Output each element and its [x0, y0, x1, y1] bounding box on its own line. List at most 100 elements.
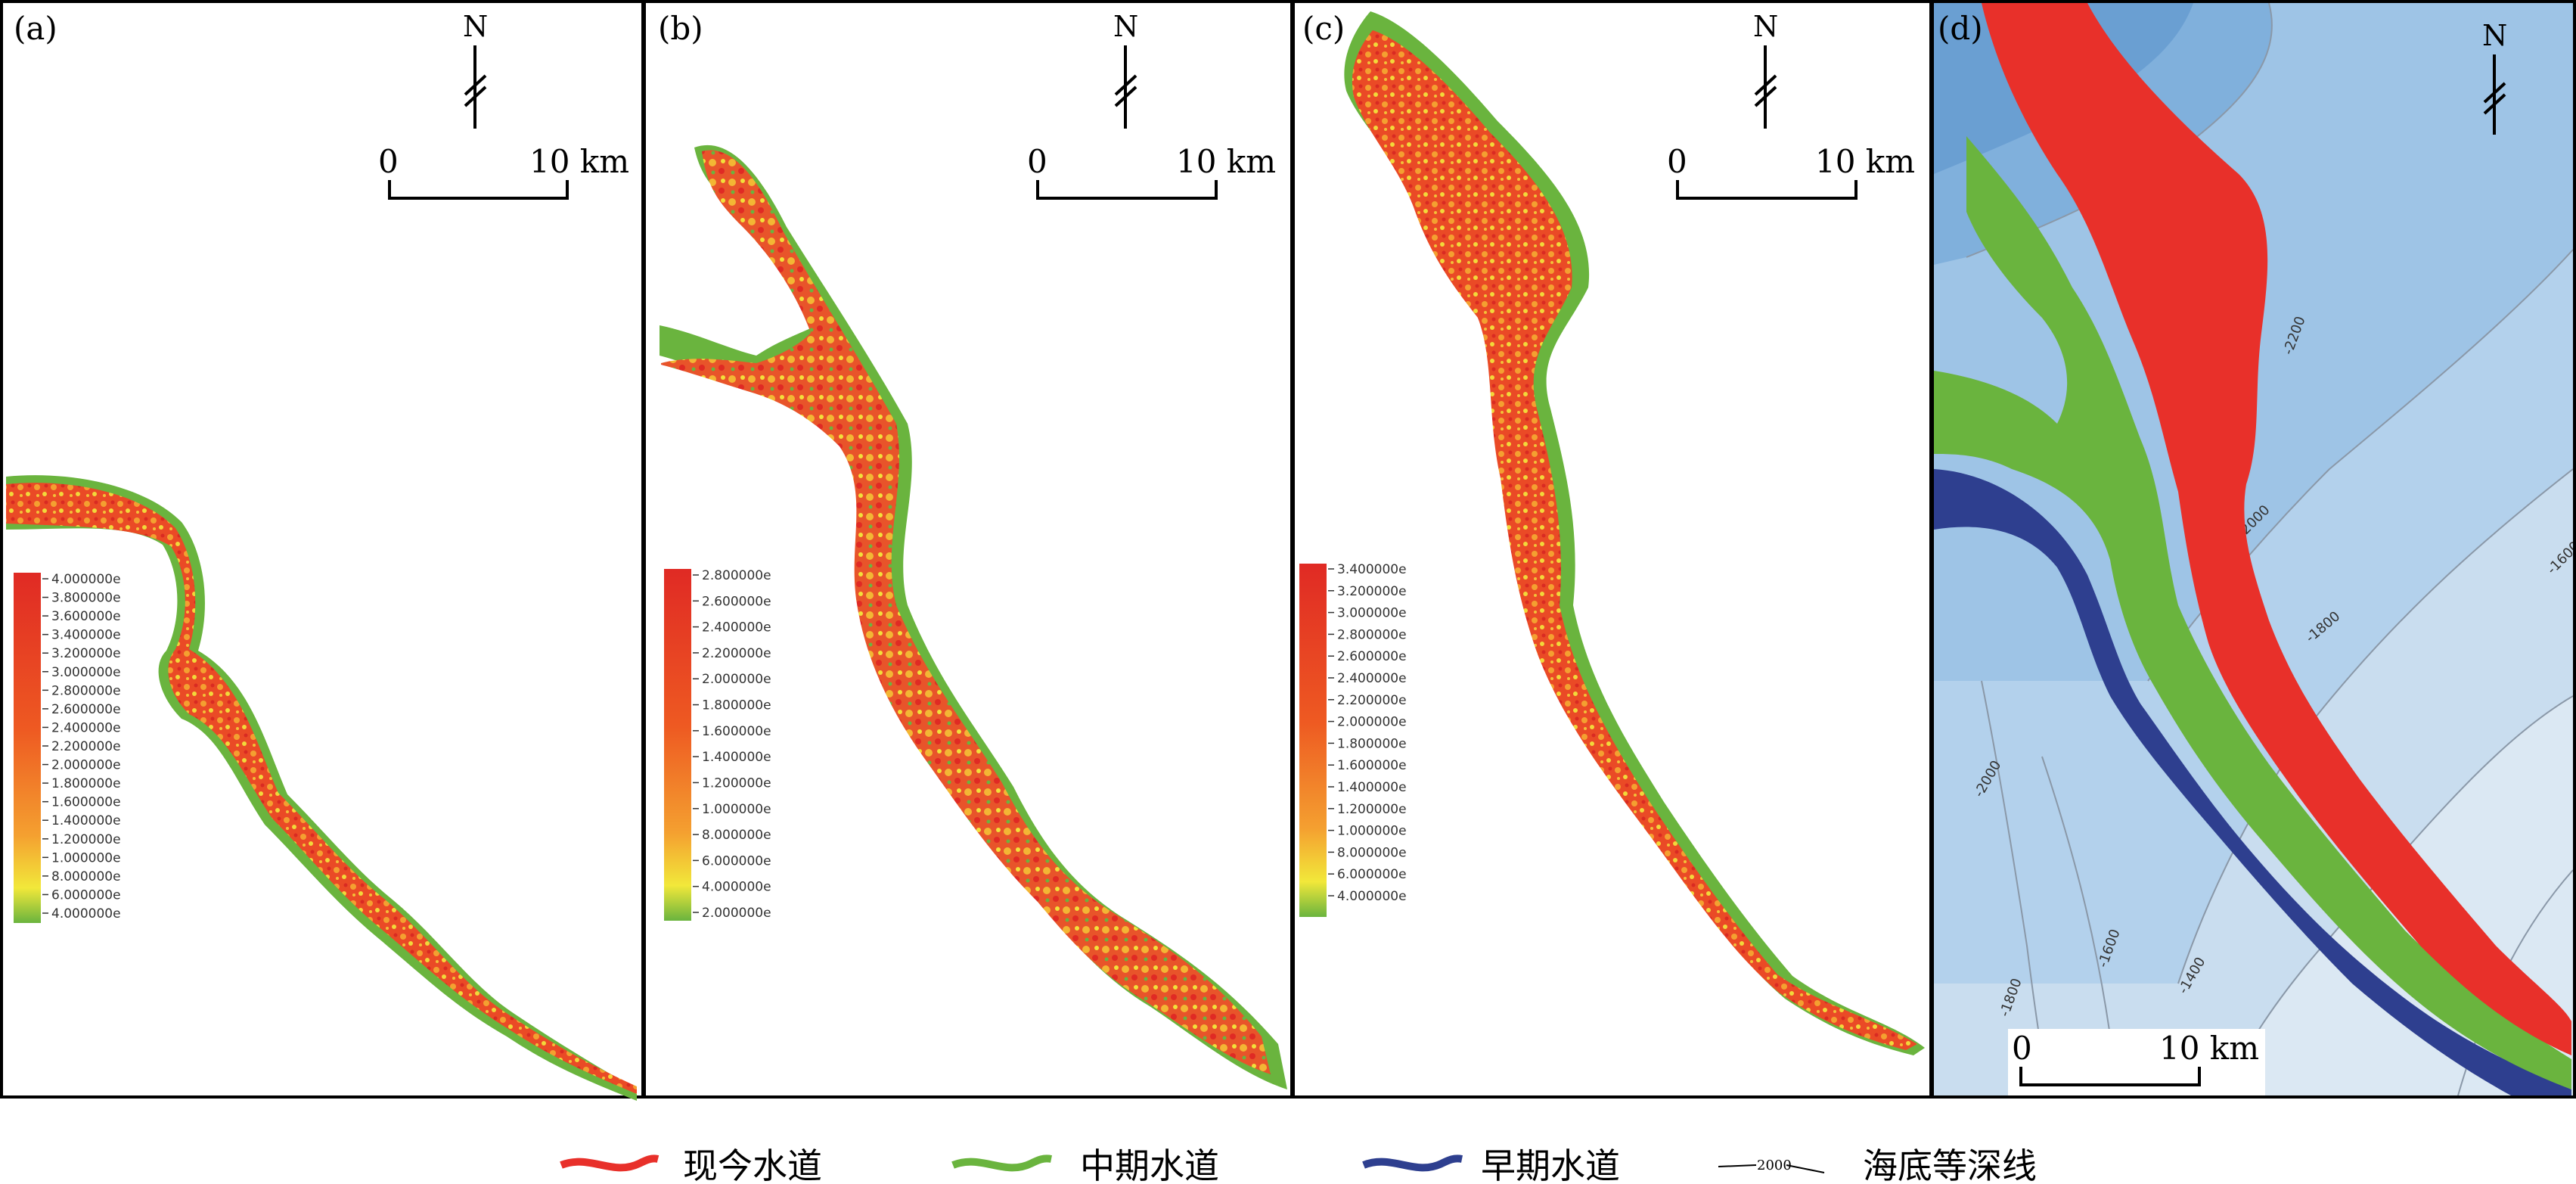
legend-early-swatch [1362, 1154, 1463, 1172]
panel-c-label: (c) [1302, 10, 1345, 47]
scale-start: 0 [2012, 1030, 2032, 1067]
north-arrow-icon [1754, 45, 1777, 129]
panel-a-colorbar-labels: 4.000000e 3.800000e 3.600000e 3.400000e 3.20… [42, 572, 121, 921]
colorbar-label: 4.000000e [702, 880, 771, 895]
colorbar-label: 2.800000e [702, 568, 771, 583]
colorbar-label: 1.600000e [51, 795, 121, 810]
colorbar-label: 3.800000e [51, 591, 121, 606]
colorbar-label: 8.000000e [51, 869, 121, 884]
colorbar-label: 2.000000e [1337, 715, 1407, 730]
colorbar-label: 3.200000e [51, 646, 121, 661]
colorbar-label: 1.800000e [702, 698, 771, 713]
north-arrow-icon [2483, 54, 2506, 135]
scale-start: 0 [378, 143, 399, 180]
north-label: N [463, 10, 488, 43]
scale-end: 10 km [1176, 143, 1276, 180]
panel-d: -2400-2200-2000-1800-1600-2000-1800-1600… [1934, 3, 2573, 1095]
colorbar-label: 1.000000e [51, 850, 121, 865]
legend-middle-label: 中期水道 [1080, 1145, 1219, 1184]
colorbar-label: 1.200000e [51, 832, 121, 847]
colorbar-label: 2.600000e [51, 702, 121, 717]
colorbar-label: 4.000000e [51, 572, 121, 587]
panel-d-label: (d) [1938, 10, 1983, 47]
colorbar-label: 6.000000e [1337, 867, 1407, 882]
scale-bar [1676, 180, 1858, 200]
colorbar-label: 1.200000e [702, 775, 771, 791]
colorbar-label: 3.400000e [51, 628, 121, 643]
colorbar-label: 1.400000e [51, 813, 121, 828]
north-label: N [1113, 10, 1138, 43]
scale-bar [2019, 1067, 2201, 1086]
panel-b-channel [661, 150, 1271, 1075]
north-label: N [1753, 10, 1778, 43]
panel-c: 3.400000e 3.200000e 3.000000e 2.800000e 2.60… [1299, 10, 1925, 1055]
north-arrow-icon [1114, 45, 1137, 129]
panel-a-label: (a) [14, 10, 57, 47]
legend-present-swatch [560, 1154, 660, 1172]
colorbar-label: 1.600000e [702, 724, 771, 739]
panel-c-colorbar [1299, 564, 1327, 917]
colorbar-label: 2.000000e [51, 758, 121, 773]
panel-b-colorbar-labels: 2.800000e 2.600000e 2.400000e 2.200000e 2.00… [693, 568, 771, 921]
colorbar-label: 1.400000e [702, 750, 771, 765]
panel-b: 2.800000e 2.600000e 2.400000e 2.200000e 2.00… [658, 10, 1287, 1089]
scale-start: 0 [1027, 143, 1047, 180]
colorbar-label: 1.400000e [1337, 780, 1407, 795]
legend: 现今水道 中期水道 早期水道 2000 海底等深线 [560, 1145, 2037, 1184]
colorbar-label: 2.800000e [51, 683, 121, 698]
colorbar-label: 6.000000e [702, 853, 771, 869]
north-arrow-icon [464, 45, 487, 129]
colorbar-label: 3.200000e [1337, 584, 1407, 599]
colorbar-label: 2.400000e [51, 720, 121, 735]
colorbar-label: 2.600000e [1337, 649, 1407, 664]
panel-c-frame [1292, 0, 1932, 1099]
colorbar-label: 3.600000e [51, 609, 121, 624]
scale-start: 0 [1667, 143, 1687, 180]
colorbar-label: 2.800000e [1337, 627, 1407, 642]
legend-contour-swatch: 2000 [1718, 1158, 1825, 1173]
colorbar-label: 4.000000e [1337, 889, 1407, 904]
colorbar-label: 1.000000e [1337, 824, 1407, 839]
colorbar-label: 2.200000e [1337, 693, 1407, 708]
colorbar-label: 3.400000e [1337, 562, 1407, 577]
legend-early-label: 早期水道 [1481, 1145, 1620, 1184]
colorbar-label: 2.000000e [702, 906, 771, 921]
colorbar-label: 3.000000e [1337, 606, 1407, 621]
legend-contour-label: 海底等深线 [1863, 1145, 2037, 1184]
colorbar-label: 1.000000e [702, 802, 771, 817]
colorbar-label: 1.600000e [1337, 758, 1407, 773]
colorbar-label: 1.800000e [51, 776, 121, 791]
colorbar-label: 6.000000e [51, 887, 121, 903]
colorbar-label: 2.200000e [702, 646, 771, 661]
colorbar-label: 8.000000e [702, 828, 771, 843]
colorbar-label: 1.200000e [1337, 802, 1407, 817]
early-channel [1934, 469, 2571, 1095]
middle-channel [1934, 136, 2571, 1089]
panel-b-label: (b) [658, 10, 703, 47]
scale-end: 10 km [1815, 143, 1915, 180]
colorbar-label: 2.600000e [702, 594, 771, 609]
colorbar-label: 2.200000e [51, 739, 121, 754]
colorbar-label: 2.400000e [702, 620, 771, 636]
present-channel [1982, 3, 2571, 1055]
colorbar-label: 4.000000e [51, 906, 121, 921]
legend-present-label: 现今水道 [683, 1145, 822, 1184]
colorbar-label: 1.800000e [1337, 736, 1407, 751]
panel-c-channel [1352, 30, 1917, 1050]
colorbar-label: 3.000000e [51, 665, 121, 680]
colorbar-label: 2.000000e [702, 672, 771, 687]
scale-bar [1036, 180, 1218, 200]
panel-a-frame [0, 0, 644, 1099]
scale-end: 10 km [529, 143, 629, 180]
colorbar-label: 8.000000e [1337, 845, 1407, 860]
panel-c-colorbar-labels: 3.400000e 3.200000e 3.000000e 2.800000e 2.60… [1328, 562, 1407, 904]
panel-a-colorbar [14, 573, 41, 923]
scale-bar [388, 180, 569, 200]
legend-middle-swatch [951, 1154, 1052, 1172]
panel-b-colorbar [664, 569, 691, 921]
north-label: N [2482, 19, 2507, 52]
panel-a: 4.000000e 3.800000e 3.600000e 3.400000e 3.20… [6, 10, 637, 1101]
legend-contour-sample: 2000 [1757, 1158, 1792, 1173]
scale-end: 10 km [2159, 1030, 2259, 1067]
